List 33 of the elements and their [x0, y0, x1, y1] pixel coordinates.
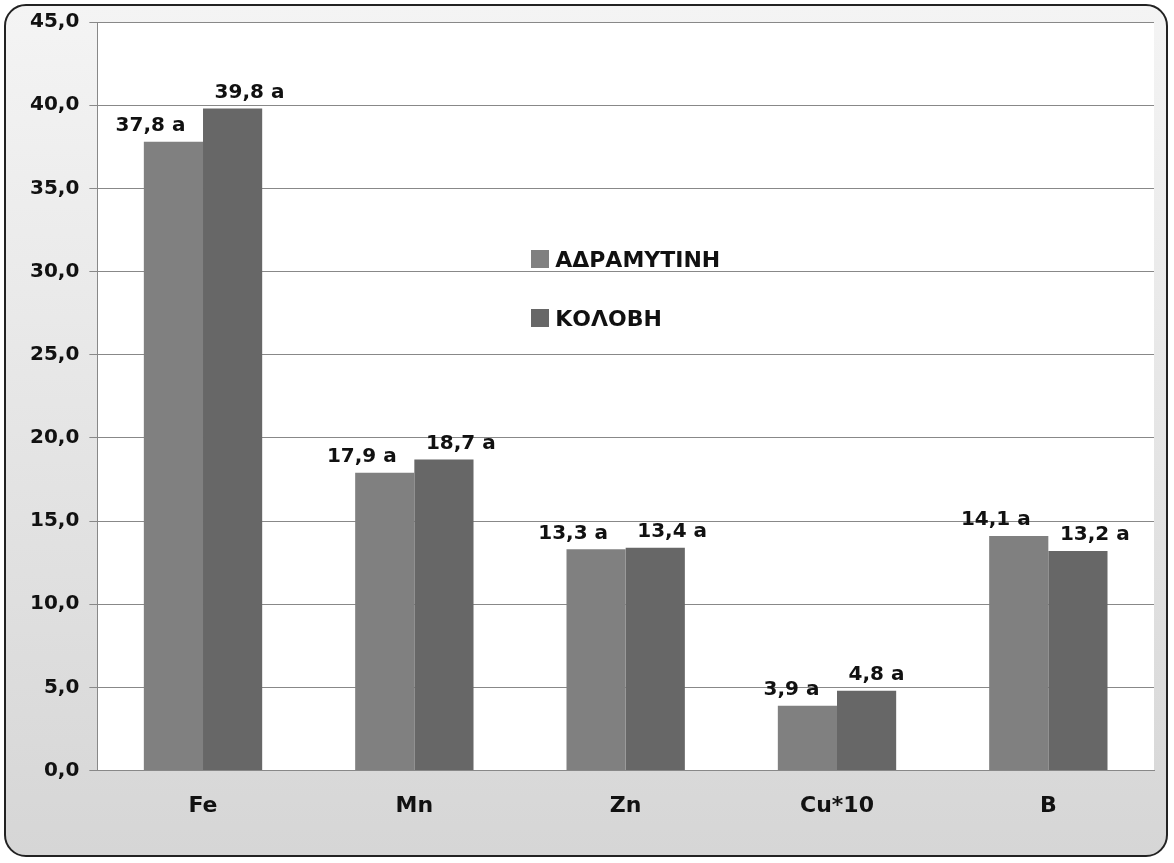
bar: [414, 459, 474, 771]
x-tick-label: B: [1039, 791, 1057, 817]
data-label: 18,7 a: [425, 429, 496, 454]
data-label: 13,4 a: [637, 517, 708, 542]
data-label: 14,1 a: [960, 506, 1031, 531]
y-tick-label: 40,0: [29, 91, 80, 116]
x-tick-label: Mn: [395, 791, 434, 817]
y-tick-label: 15,0: [29, 507, 80, 532]
bar: [625, 547, 685, 771]
y-tick-label: 10,0: [29, 590, 80, 615]
data-label: 17,9 a: [326, 443, 397, 468]
y-tick-label: 5,0: [43, 673, 80, 698]
bar: [777, 705, 837, 771]
x-tick-label: Fe: [188, 791, 218, 817]
data-label: 4,8 a: [848, 660, 905, 685]
x-tick-label: Cu*10: [800, 791, 874, 817]
data-label: 13,2 a: [1059, 521, 1130, 546]
bar: [837, 690, 897, 771]
bar: [203, 108, 263, 771]
data-label: 39,8 a: [214, 78, 285, 103]
y-tick-label: 25,0: [29, 340, 80, 365]
data-label: 13,3 a: [538, 519, 609, 544]
x-tick-label: Zn: [609, 791, 642, 817]
bar: [1048, 551, 1108, 771]
data-label: 37,8 a: [115, 111, 186, 136]
data-label: 3,9 a: [763, 675, 820, 700]
legend-label: ΚΟΛΟΒΗ: [555, 305, 662, 331]
y-tick-label: 35,0: [29, 174, 80, 199]
legend-label: ΑΔΡΑΜΥΤΙΝΗ: [555, 246, 721, 272]
y-tick-label: 45,0: [29, 8, 80, 33]
y-tick-label: 20,0: [29, 424, 80, 449]
y-tick-label: 0,0: [43, 756, 80, 781]
y-tick-label: 30,0: [29, 257, 80, 282]
